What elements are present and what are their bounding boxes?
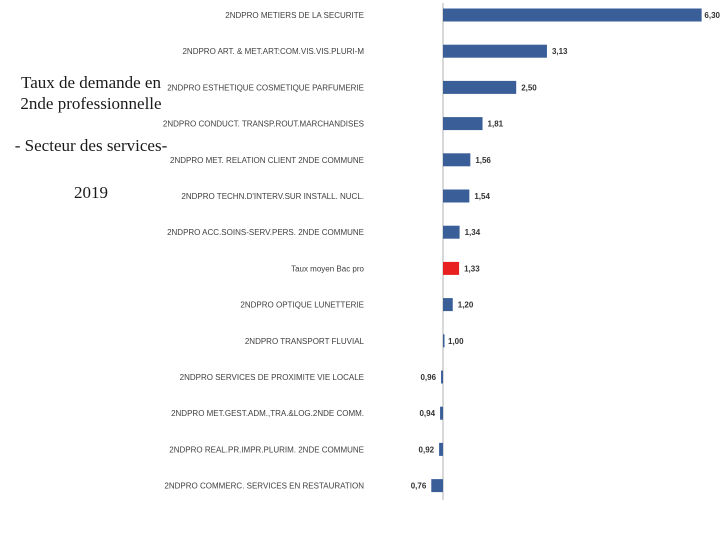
bar [443,117,483,131]
category-label: 2NDPRO REAL.PR.IMPR.PLURIM. 2NDE COMMUNE [169,445,364,454]
chart-side-title: Taux de demande en 2nde professionnelle … [8,72,174,203]
category-label: 2NDPRO ACC.SOINS-SERV.PERS. 2NDE COMMUNE [167,228,364,237]
bar [443,334,445,348]
data-label: 1,81 [488,120,504,129]
bar-highlight [443,261,460,275]
bar [443,298,453,312]
bar [443,80,517,94]
data-label: 2,50 [521,83,537,92]
data-label: 3,13 [552,47,568,56]
bar [439,442,443,456]
category-label: 2NDPRO SERVICES DE PROXIMITE VIE LOCALE [180,373,364,382]
bar [441,370,443,384]
bar [443,189,470,203]
data-label: 0,92 [419,445,435,454]
data-label: 1,00 [448,337,464,346]
bar [443,225,460,239]
category-label: 2NDPRO COMMERC. SERVICES EN RESTAURATION [164,482,364,491]
data-label: 6,30 [704,11,720,20]
category-label: 2NDPRO ART. & MET.ART:COM.VIS.VIS.PLURI-… [182,47,364,56]
data-label: 0,96 [420,373,436,382]
bar [431,479,443,493]
data-label: 1,56 [475,156,491,165]
data-label: 1,20 [458,301,474,310]
data-label: 1,34 [465,228,481,237]
bar [443,8,702,22]
category-label: 2NDPRO TECHN.D'INTERV.SUR INSTALL. NUCL. [181,192,364,201]
side-title-line1: Taux de demande en 2nde professionnelle [20,73,162,113]
category-label: 2NDPRO TRANSPORT FLUVIAL [245,337,365,346]
side-title-year: 2019 [74,183,108,202]
category-label: 2NDPRO OPTIQUE LUNETTERIE [240,301,364,310]
bar [443,153,471,167]
category-label: 2NDPRO METIERS DE LA SECURITE [225,11,364,20]
bar [443,44,547,58]
bar [440,406,443,420]
side-title-line2: - Secteur des services- [14,136,168,155]
category-label: 2NDPRO ESTHETIQUE COSMETIQUE PARFUMERIE [167,83,364,92]
category-label: Taux moyen Bac pro [291,264,364,273]
data-label: 0,94 [419,409,435,418]
data-label: 0,76 [411,482,427,491]
category-label: 2NDPRO CONDUCT. TRANSP.ROUT.MARCHANDISES [163,120,364,129]
data-label: 1,54 [474,192,490,201]
category-label: 2NDPRO MET.GEST.ADM.,TRA.&LOG.2NDE COMM. [171,409,364,418]
category-label: 2NDPRO MET. RELATION CLIENT 2NDE COMMUNE [170,156,364,165]
data-label: 1,33 [464,264,480,273]
